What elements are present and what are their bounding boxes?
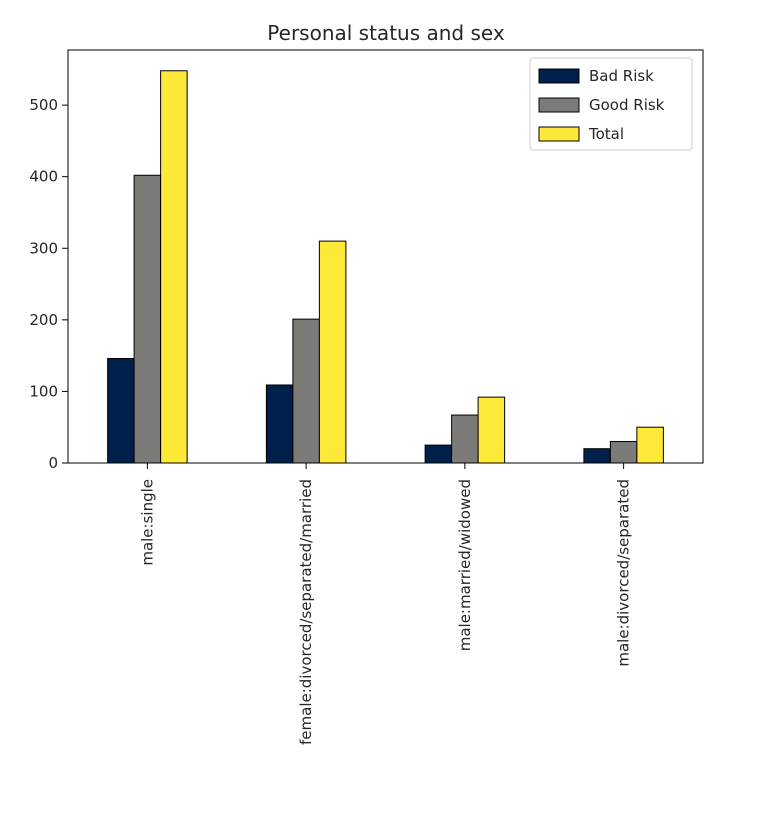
x-tick-label: male:married/widowed — [456, 479, 474, 651]
bar-bad-risk-1 — [265, 384, 294, 464]
legend-swatch — [538, 126, 580, 142]
bar-good-risk-2 — [451, 414, 479, 464]
bar-bad-risk-2 — [424, 444, 453, 464]
x-tick-label: female:divorced/separated/married — [297, 479, 315, 745]
y-tick-label: 200 — [29, 311, 58, 329]
bar-bad-risk-0 — [107, 357, 135, 464]
x-axis: male:single female:divorced/separated/mar… — [138, 463, 633, 745]
plot-frame — [67, 49, 704, 464]
legend-swatch — [538, 97, 580, 113]
bar-good-risk-3 — [609, 441, 638, 464]
bar-total-3 — [636, 426, 664, 464]
y-tick-label: 500 — [29, 96, 58, 114]
y-tick-label: 400 — [29, 168, 58, 186]
chart-title: Personal status and sex — [267, 21, 505, 45]
legend-swatch — [538, 68, 580, 84]
y-axis: 0 100 200 300 400 500 — [29, 96, 68, 472]
bars-group — [107, 70, 664, 464]
bar-total-0 — [160, 70, 188, 464]
bar-good-risk-0 — [133, 174, 162, 464]
y-tick-label: 0 — [48, 454, 58, 472]
legend-label: Total — [588, 125, 624, 143]
legend-label: Bad Risk — [589, 67, 654, 85]
x-tick-label: male:divorced/separated — [615, 479, 633, 667]
y-tick-label: 300 — [29, 239, 58, 257]
bar-good-risk-1 — [292, 318, 320, 464]
bar-total-2 — [477, 396, 506, 464]
legend: Bad Risk Good Risk Total — [529, 57, 693, 151]
bar-total-1 — [318, 240, 347, 464]
bar-bad-risk-3 — [583, 448, 611, 464]
y-tick-label: 100 — [29, 382, 58, 400]
x-tick-label: male:single — [138, 479, 156, 566]
legend-label: Good Risk — [589, 96, 665, 114]
